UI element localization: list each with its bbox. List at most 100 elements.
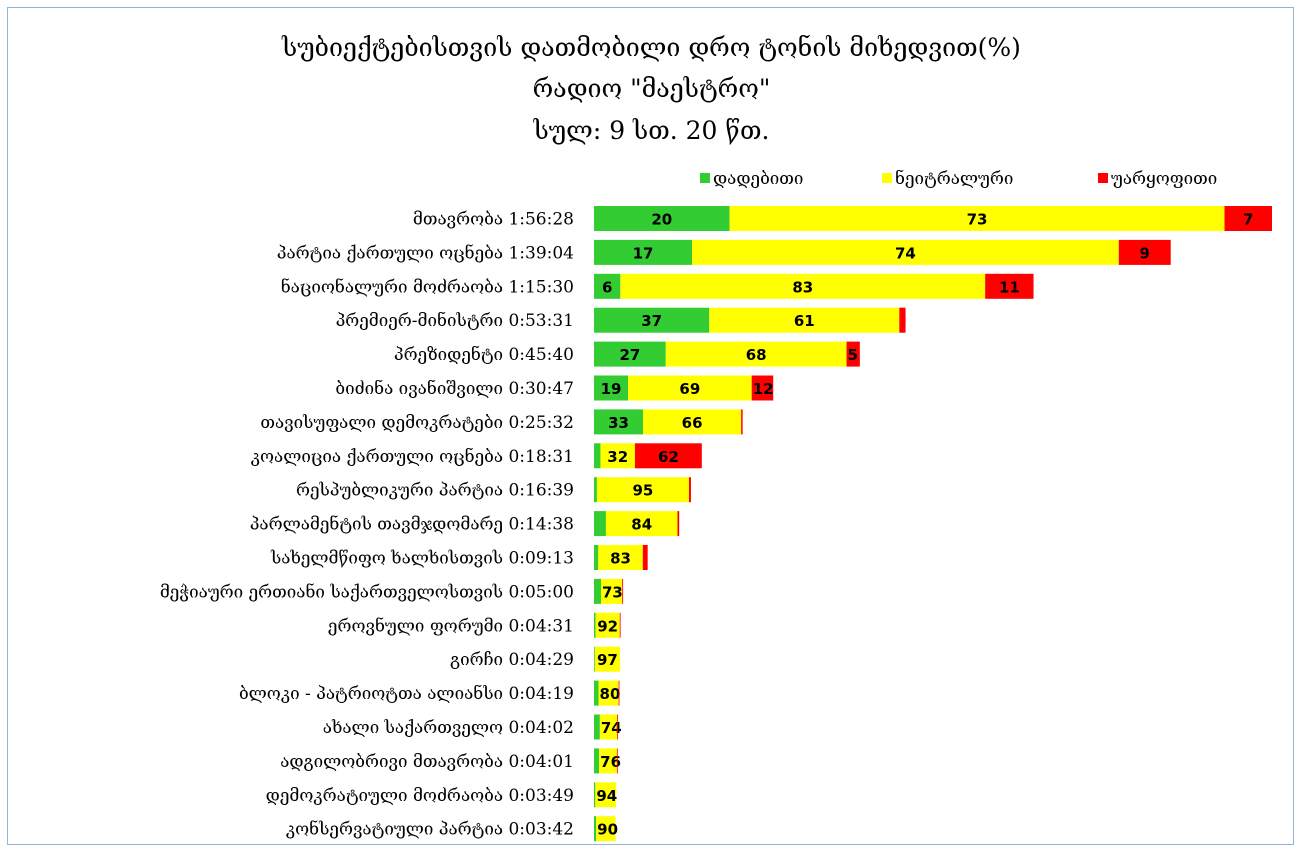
data-label: 32 [607,448,628,466]
data-label: 69 [679,380,700,398]
data-label: 68 [746,346,767,364]
bar-segment [598,545,643,570]
category-label: პარლამენტის თავმჯდომარე 0:14:38 [250,515,574,535]
data-label: 83 [792,278,813,296]
bar-segment [985,273,1034,299]
bar-segment [595,612,620,638]
bar-segment [594,307,710,333]
bar-segment [594,578,601,604]
data-label: 19 [601,380,622,398]
bar-segment [594,375,629,401]
category-label: ნაციონალური მოძრაობა 1:15:30 [281,277,574,297]
bar-segment [846,341,860,367]
bar-segment [598,680,619,706]
data-label: 37 [641,312,662,330]
data-label: 84 [631,516,652,534]
data-label: 97 [597,651,618,669]
bar-segment [594,646,621,672]
chart-title-line-1: სუბიექტებისთვის დათმობილი დრო ტონის მიხე… [282,33,1021,62]
data-label: 80 [600,685,621,703]
data-label: 83 [610,550,631,568]
data-label: 66 [682,414,703,432]
category-label: მეჭიაური ერთიანი საქართველოსთვის 0:05:00 [160,582,574,602]
bar-segment [619,612,621,638]
bar-segment [594,443,601,469]
bar-segment [688,477,691,503]
data-label: 90 [597,821,618,839]
data-label: 61 [794,312,815,330]
bar-segment [642,545,648,570]
data-label: 73 [602,583,623,601]
bar-segment [643,409,742,435]
data-label: 6 [602,278,612,296]
category-label: ახალი საქართველო 0:04:02 [323,718,574,738]
bar-segment [620,273,986,299]
chart-title-line-3: სულ: 9 სთ. 20 წთ. [533,116,770,145]
data-label: 11 [999,278,1020,296]
bar-segment [622,578,624,604]
data-label: 12 [753,380,774,398]
category-label: სახელმწიფო ხალხისთვის 0:09:13 [270,549,574,569]
category-label: დემოკრატიული მოძრაობა 0:03:49 [266,786,574,806]
category-label: კოალიცია ქართული ოცნება 0:18:31 [251,447,574,467]
bar-segment [599,714,618,740]
legend-item-neutral: ნეიტრალური [882,168,1013,190]
data-label: 94 [596,787,617,805]
bar-segment [617,714,619,740]
legend-item-negative: უარყოფითი [1098,168,1217,190]
category-label: ბლოკი - პატრიოტთა ალიანსი 0:04:19 [239,684,574,704]
bar-segment [594,748,600,774]
data-label: 33 [608,414,629,432]
bar-segment [634,443,702,469]
legend-swatch-neutral [882,173,892,183]
bar-segment [595,782,617,808]
category-label: ადგილობრივი მთავრობა 0:04:01 [280,752,574,772]
category-label: თავისუფალი დემოკრატები 0:25:32 [260,413,574,433]
bar-segment [596,816,616,842]
category-label: რესპუბლიკური პარტია 0:16:39 [296,481,574,501]
bar-segment [594,816,597,842]
bar-segment [594,409,644,435]
bar-segment [594,511,606,537]
legend-swatch-positive [700,173,710,183]
bar-segment [594,714,600,740]
bar-segment [596,477,689,503]
bar-segment [594,273,621,299]
bar-segment [594,680,599,706]
bar-segment [594,612,596,638]
bar-segment [594,646,595,672]
legend-swatch-negative [1098,173,1108,183]
bar-segment [594,206,730,231]
data-label: 62 [658,448,679,466]
legend-label-neutral: ნეიტრალური [895,169,1014,189]
category-label: მთავრობა 1:56:28 [413,210,574,230]
data-label: 74 [895,244,916,262]
data-label: 7 [1243,211,1253,229]
bar-segment [729,206,1225,231]
chart-title-line-2: რადიო "მაესტრო" [532,74,771,103]
data-label: 92 [597,617,618,635]
data-label: 5 [848,346,858,364]
bar-segment [600,578,623,604]
legend-label-positive: დადებითი [713,169,804,189]
bar-segment [599,748,617,774]
data-label: 95 [633,482,654,500]
bar-segment [594,239,693,265]
data-label: 17 [633,244,654,262]
legend-item-positive: დადებითი [700,168,803,190]
bar-segment [677,511,680,537]
bar-segment [618,680,620,706]
category-label: პარტია ქართული ოცნება 1:39:04 [277,243,574,263]
legend-label-negative: უარყოფითი [1111,169,1218,189]
bar-segment [616,748,618,774]
bar-segment [605,511,678,537]
bar-segment [594,341,666,367]
category-label: ეროვნული ფორუმი 0:04:31 [328,616,574,636]
bar-segment [628,375,752,401]
bar-segment [600,443,635,469]
bar-segment [899,307,906,333]
category-label: კონსერვატიული პარტია 0:03:42 [286,820,574,840]
bar-segment [1118,239,1171,265]
bar-segment [594,782,596,808]
bar-segment [692,239,1119,265]
